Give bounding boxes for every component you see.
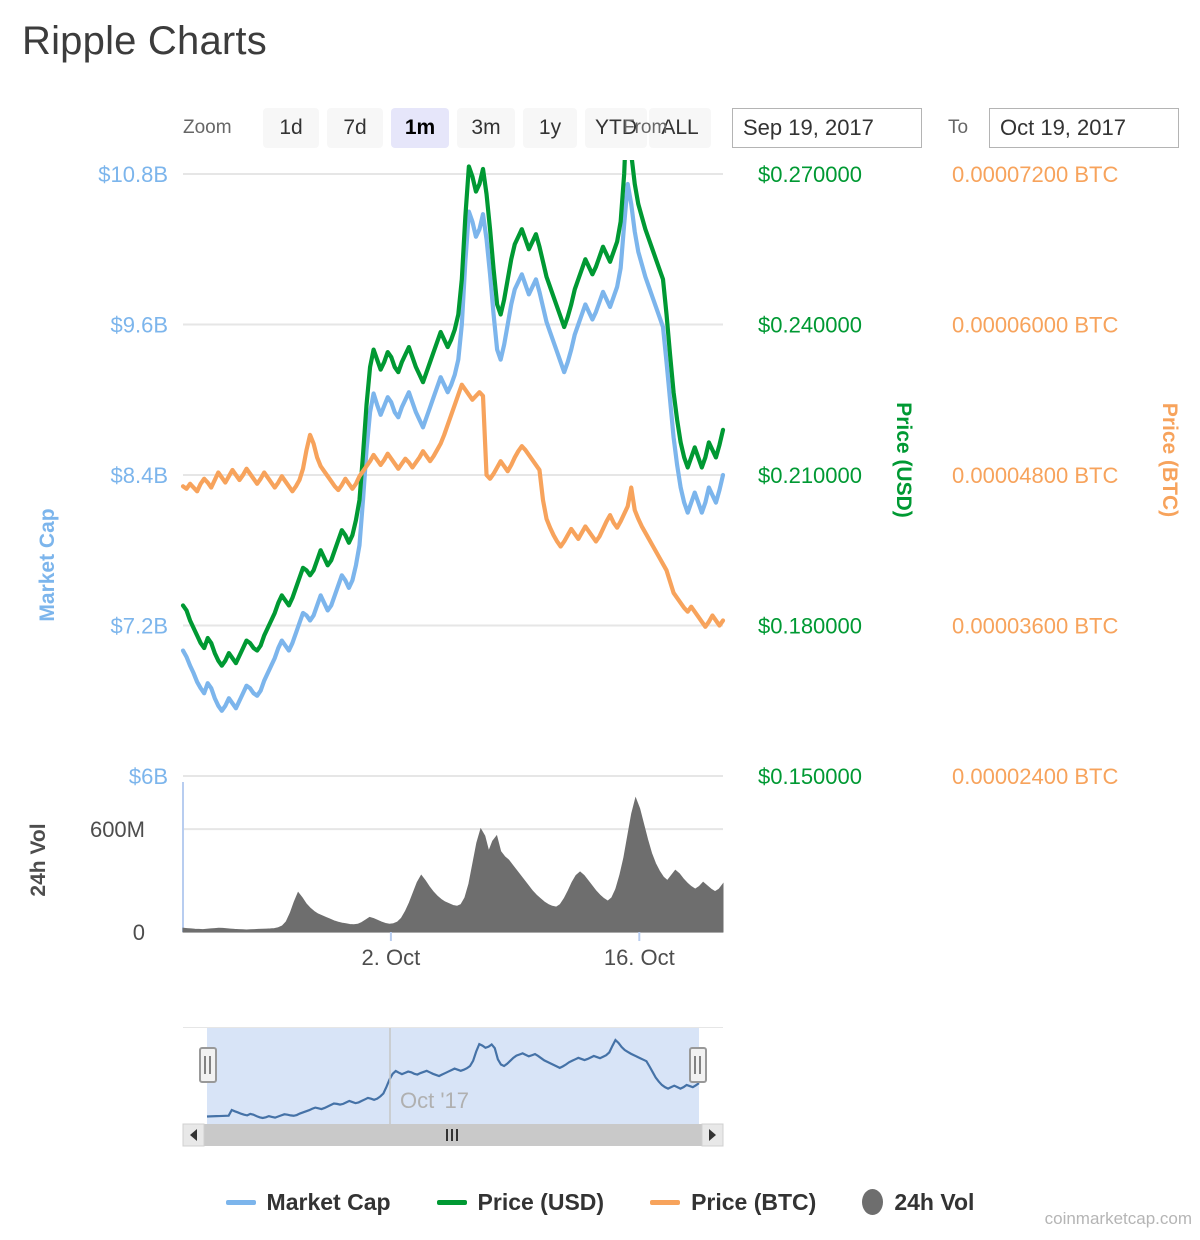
left-ticks-label: $9.6B <box>111 313 169 338</box>
chart-legend: Market Cap Price (USD) Price (BTC) 24h V… <box>0 1182 1200 1222</box>
market-cap-axis-ticks: $6B $7.2B $8.4B $9.6B $10.8B <box>98 162 168 789</box>
date-to-input[interactable]: Oct 19, 2017 <box>989 108 1179 148</box>
navigator-handle-left[interactable] <box>199 1047 217 1083</box>
legend-label-24h-vol: 24h Vol <box>894 1188 975 1215</box>
series-line-price-usd[interactable] <box>180 160 726 668</box>
btc-ticks-label: 0.00006000 BTC <box>952 313 1118 338</box>
navigator[interactable]: Oct '17 <box>183 1027 723 1124</box>
ripple-multi-axis-chart[interactable]: $6B $7.2B $8.4B $9.6B $10.8B $0.150000 $0.180… <box>0 160 1200 1170</box>
volume-axis-ticks: 0 600M <box>90 817 145 945</box>
chart-scrollbar[interactable] <box>182 1123 724 1147</box>
usd-ticks-label: $0.270000 <box>758 162 862 187</box>
navigator-series-line <box>206 1038 700 1120</box>
price-btc-axis-title: Price (BTC) <box>1158 403 1181 517</box>
triangle-right-icon <box>709 1129 716 1141</box>
series-lines[interactable] <box>180 160 726 713</box>
series-line-market-cap[interactable] <box>180 181 726 713</box>
from-label: From <box>623 117 668 138</box>
legend-swatch-price-usd <box>436 1199 467 1205</box>
price-usd-axis-title: Price (USD) <box>892 402 915 518</box>
left-ticks-label: $6B <box>129 764 168 789</box>
usd-ticks-label: $0.240000 <box>758 313 862 338</box>
range-button-1m[interactable]: 1m <box>391 108 449 148</box>
grip-icon <box>446 1129 458 1141</box>
btc-ticks-label: 0.00007200 BTC <box>952 162 1118 187</box>
range-button-1y[interactable]: 1y <box>523 108 577 148</box>
price-usd-axis-ticks: $0.150000 $0.180000 $0.210000 $0.240000 $0.2… <box>758 162 862 789</box>
range-button-ytd[interactable]: YTD <box>585 108 647 148</box>
x-axis-ticks: 2. Oct 16. Oct <box>362 932 675 970</box>
x-axis-tick-label: 2. Oct <box>362 945 421 970</box>
usd-ticks-label: $0.180000 <box>758 614 862 639</box>
navigator-handle-right[interactable] <box>689 1047 707 1083</box>
volume-axis-title: 24h Vol <box>27 823 50 896</box>
zoom-label: Zoom <box>183 117 232 138</box>
legend-item-price-btc[interactable]: Price (BTC) <box>650 1189 816 1216</box>
price-btc-axis-ticks: 0.00002400 BTC 0.00003600 BTC 0.00004800 B… <box>952 162 1118 789</box>
legend-swatch-market-cap <box>225 1199 256 1205</box>
volume-tick-label: 600M <box>90 817 145 842</box>
left-ticks-label: $10.8B <box>98 162 168 187</box>
volume-area-path[interactable] <box>182 796 724 933</box>
volume-area[interactable] <box>182 796 724 933</box>
navigator-period-label: Oct '17 <box>400 1088 469 1113</box>
legend-label-price-usd: Price (USD) <box>477 1188 605 1215</box>
range-button-7d[interactable]: 7d <box>327 108 383 148</box>
left-ticks-label: $7.2B <box>111 614 169 639</box>
legend-item-market-cap[interactable]: Market Cap <box>225 1188 391 1216</box>
legend-label-market-cap: Market Cap <box>266 1188 391 1215</box>
legend-label-price-btc: Price (BTC) <box>691 1188 817 1215</box>
legend-swatch-24h-vol <box>862 1189 884 1215</box>
to-label: To <box>948 117 969 138</box>
btc-ticks-label: 0.00002400 BTC <box>952 764 1118 789</box>
x-axis-tick-label: 16. Oct <box>604 945 675 970</box>
volume-tick-label: 0 <box>133 920 145 945</box>
page-title: Ripple Charts <box>22 19 267 63</box>
navigator-selected-range[interactable] <box>207 1028 699 1124</box>
date-from-input[interactable]: Sep 19, 2017 <box>732 108 922 148</box>
legend-item-price-usd[interactable]: Price (USD) <box>436 1188 605 1216</box>
range-button-1d[interactable]: 1d <box>263 108 319 148</box>
range-button-all[interactable]: ALL <box>649 108 711 148</box>
triangle-left-icon <box>190 1129 197 1141</box>
watermark: coinmarketcap.com <box>1044 1209 1192 1228</box>
range-button-3m[interactable]: 3m <box>457 108 515 148</box>
legend-swatch-price-btc <box>650 1199 681 1205</box>
market-cap-axis-title: Market Cap <box>36 508 59 621</box>
left-ticks-label: $8.4B <box>111 463 169 488</box>
legend-item-24h-vol[interactable]: 24h Vol <box>862 1189 974 1216</box>
series-line-price-btc[interactable] <box>180 382 726 629</box>
chart-canvas[interactable]: $6B $7.2B $8.4B $9.6B $10.8B $0.150000 $0.180… <box>0 160 1200 1147</box>
btc-ticks-label: 0.00004800 BTC <box>952 463 1118 488</box>
usd-ticks-label: $0.150000 <box>758 764 862 789</box>
btc-ticks-label: 0.00003600 BTC <box>952 614 1118 639</box>
usd-ticks-label: $0.210000 <box>758 463 862 488</box>
